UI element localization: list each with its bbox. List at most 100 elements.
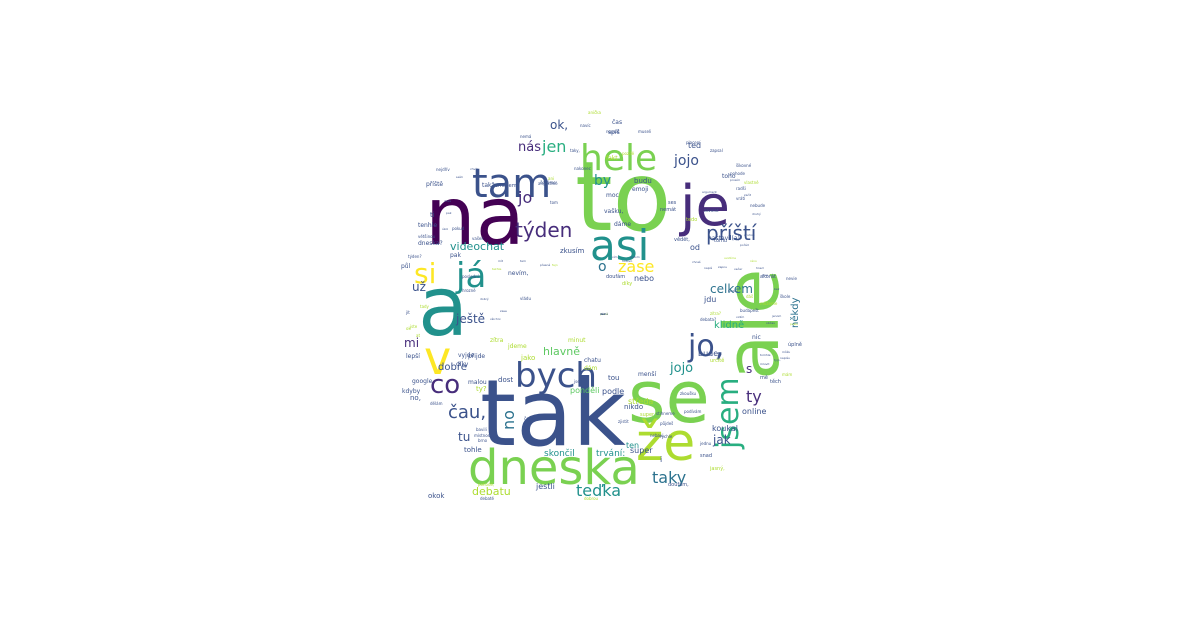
- word-116-snad: snad: [700, 453, 712, 459]
- word-126-mám: mám: [782, 372, 792, 377]
- word-81-dost: dost: [498, 376, 513, 384]
- word-172-ok: ok: [406, 326, 411, 331]
- word-220-sešli: sešli: [456, 175, 463, 179]
- word-168-vašek: vašek: [472, 236, 484, 241]
- word-46-trvání: trvání:: [596, 449, 625, 459]
- word-104-vědět: vědět,: [674, 236, 690, 243]
- word-124-nevie: nevie: [786, 276, 797, 281]
- word-39-tu: tu: [458, 430, 470, 444]
- word-36-ještě: ještě: [455, 312, 485, 326]
- word-24-zase: zase: [618, 257, 654, 276]
- word-218-pak: pak: [446, 211, 452, 215]
- word-179-radši: radši: [736, 186, 746, 191]
- word-121-doufám: doufám: [606, 273, 625, 280]
- word-99-fakt: fakt: [606, 155, 618, 162]
- word-132-anglictině: anglictině: [538, 181, 558, 186]
- word-3-a: a: [418, 260, 468, 355]
- word-159-zkoušku: zkoušku: [680, 391, 697, 396]
- word-65-menší: menší: [638, 371, 656, 378]
- word-19-týden: týden: [515, 218, 572, 242]
- word-59-i: i: [660, 455, 662, 464]
- word-170-tady: tady: [420, 304, 430, 309]
- word-100-spíš: spíš: [608, 129, 620, 136]
- word-11-v: v: [424, 331, 451, 385]
- word-193-bez: bez: [774, 287, 780, 291]
- word-51-od: od: [690, 243, 700, 252]
- word-30-o: o: [598, 259, 607, 275]
- word-215-všichni: všichni: [490, 317, 501, 321]
- word-26-jo: jo: [517, 188, 532, 207]
- word-22-teďka: teďka: [576, 481, 621, 500]
- word-171-jít: jít: [405, 310, 410, 315]
- word-14-já: já: [455, 256, 486, 296]
- word-217-dnes: dnes: [444, 199, 452, 203]
- word-142-hrozně: hrozně: [462, 288, 476, 293]
- word-54-bude: bude: [698, 349, 718, 358]
- word-117-ses: ses: [668, 200, 677, 206]
- word-40-jak: jak: [712, 433, 731, 447]
- word-160-podívám: podívám: [684, 409, 701, 414]
- word-131-ani: ani: [548, 176, 554, 181]
- word-56-koukal: koukal: [712, 424, 738, 433]
- word-38-mi: mi: [404, 336, 419, 350]
- word-184-tomhle: tomhle: [760, 353, 771, 357]
- word-47-klidně: klidně: [714, 319, 744, 331]
- word-202-vidím: vidím: [736, 315, 744, 319]
- word-31-by: by: [594, 173, 611, 189]
- word-196-mluvit: mluvit: [760, 362, 770, 366]
- word-50-ted: ted: [688, 141, 701, 150]
- word-161-půjdeš: půjdeš: [660, 421, 673, 426]
- word-114-jasný: jasný,: [709, 465, 725, 472]
- word-200-hodinu: hodinu: [728, 289, 738, 293]
- word-83-zítra: zítra: [490, 337, 504, 344]
- word-157-zjistit: zjistit: [618, 419, 629, 424]
- word-207-hotovo: hotovo: [622, 259, 633, 263]
- word-143-vrátí: vrátí: [736, 196, 746, 201]
- word-166-nebavi: nebavi,: [650, 433, 665, 438]
- word-108-akorát: akorát: [760, 273, 776, 280]
- word-90-ti: ti: [430, 211, 435, 219]
- word-140-nakonec: nakonec: [574, 166, 591, 171]
- word-16-jo: jo,: [687, 329, 724, 364]
- word-123-budapešt: budapešt: [740, 308, 759, 313]
- word-216-zase: zase: [500, 309, 507, 313]
- word-6-je: je: [678, 174, 730, 239]
- word-130-pozdě: pozdě: [622, 151, 635, 156]
- word-58-ten: ten: [626, 441, 639, 450]
- word-20-příští: příští: [706, 221, 758, 245]
- word-97-moc: moc: [606, 192, 619, 199]
- word-129-můžeme: můžeme: [760, 301, 778, 306]
- word-219-úkol: úkol: [442, 227, 448, 231]
- word-210-přesně: přesně: [540, 263, 550, 267]
- word-63-jako: jako: [520, 354, 535, 362]
- word-190-pořád: pořád: [740, 243, 749, 247]
- word-37-už: už: [412, 280, 426, 294]
- word-85-nevím: nevím,: [508, 270, 529, 277]
- word-113-určitě: určitě: [710, 357, 724, 364]
- word-191-hned: hned: [756, 266, 764, 270]
- word-93-takže: takže: [482, 182, 499, 189]
- word-175-týden: týden?: [408, 254, 422, 259]
- word-71-okok: okok: [428, 492, 445, 500]
- word-195-pošlu: pošlu: [790, 322, 798, 326]
- word-45-skončil: skončil: [544, 448, 575, 459]
- word-162-rychle: rychle: [660, 434, 673, 439]
- word-23-taky: taky: [652, 468, 686, 487]
- word-120-super: super: [640, 412, 655, 418]
- word-148-místnost: místnost: [474, 433, 492, 438]
- word-122-debata: debata?: [700, 317, 716, 322]
- word-149-brno: brno: [478, 438, 488, 443]
- word-60-nikdo: nikdo: [624, 403, 643, 411]
- word-180-vlastně: vlastně: [744, 180, 759, 185]
- word-185-můžu: můžu: [782, 350, 790, 354]
- word-43-videochat: videochat: [450, 240, 505, 253]
- word-15-jsem: jsem: [711, 377, 746, 450]
- word-33-nás: nás: [518, 140, 541, 155]
- word-213-takhle: takhle: [492, 267, 501, 271]
- word-75-vyjde: vyjde: [458, 352, 475, 359]
- word-35-celkem: celkem: [710, 282, 753, 296]
- word-53-jdu: jdu: [703, 295, 716, 304]
- word-187-tyjo: tyjo,: [774, 358, 781, 362]
